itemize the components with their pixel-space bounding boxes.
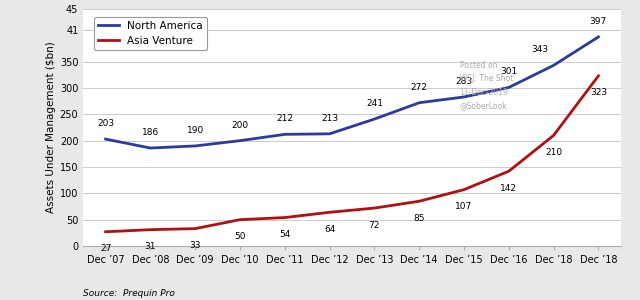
Text: 142: 142 bbox=[500, 184, 517, 193]
Text: 31: 31 bbox=[145, 242, 156, 251]
Text: 272: 272 bbox=[411, 82, 428, 91]
Text: 397: 397 bbox=[590, 17, 607, 26]
Text: 190: 190 bbox=[187, 126, 204, 135]
Text: 210: 210 bbox=[545, 148, 562, 157]
Text: 54: 54 bbox=[279, 230, 291, 239]
Text: 33: 33 bbox=[189, 241, 201, 250]
Text: 50: 50 bbox=[234, 232, 246, 241]
Legend: North America, Asia Venture: North America, Asia Venture bbox=[94, 16, 207, 50]
Text: 301: 301 bbox=[500, 68, 517, 76]
Text: 283: 283 bbox=[456, 77, 472, 86]
Text: Posted on
WSJ: The Shot
11-Dec-2019
@SoberLook: Posted on WSJ: The Shot 11-Dec-2019 @Sob… bbox=[460, 61, 513, 110]
Y-axis label: Assets Under Management ($bn): Assets Under Management ($bn) bbox=[45, 42, 56, 213]
Text: 213: 213 bbox=[321, 114, 338, 123]
Text: 107: 107 bbox=[456, 202, 472, 211]
Text: 203: 203 bbox=[97, 119, 114, 128]
Text: 323: 323 bbox=[590, 88, 607, 98]
Text: 212: 212 bbox=[276, 114, 293, 123]
Text: 64: 64 bbox=[324, 225, 335, 234]
Text: 200: 200 bbox=[232, 121, 248, 130]
Text: 343: 343 bbox=[531, 45, 548, 54]
Text: 241: 241 bbox=[366, 99, 383, 108]
Text: 186: 186 bbox=[142, 128, 159, 137]
Text: 72: 72 bbox=[369, 220, 380, 230]
Text: 85: 85 bbox=[413, 214, 425, 223]
Text: Source:  Prequin Pro: Source: Prequin Pro bbox=[83, 290, 175, 298]
Text: 27: 27 bbox=[100, 244, 111, 253]
